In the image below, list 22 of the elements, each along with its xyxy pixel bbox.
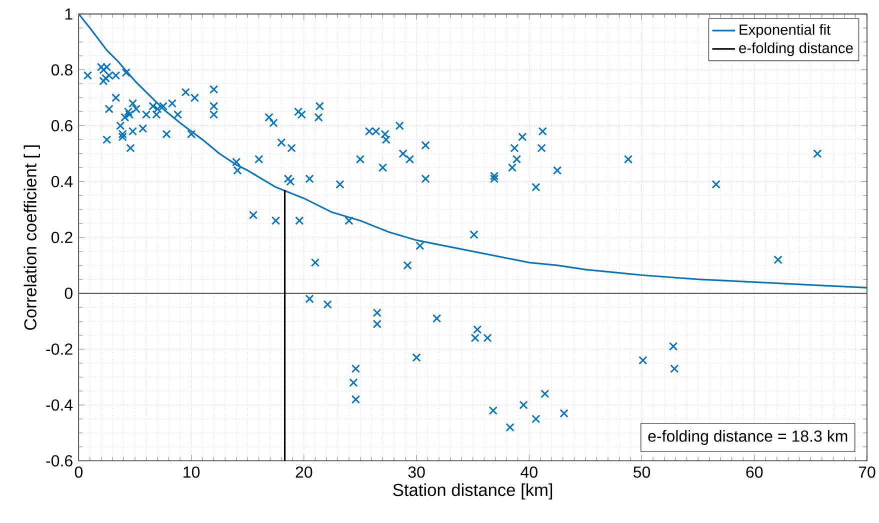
x-tick-label: 50 [634,466,650,478]
x-tick-label: 60 [746,466,763,478]
annotation: e-folding distance = 18.3 km [648,430,848,446]
y-tick-label: -0.2 [46,344,72,355]
y-tick-label: -0.4 [46,399,73,411]
x-axis-title: Station distance [km] [393,483,552,500]
x-tick-label: 0 [74,466,83,478]
y-tick-label: 0.8 [51,64,72,76]
x-tick-label: 30 [408,466,425,478]
legend-label: e-folding distance [739,42,853,56]
y-axis-title: Correlation coefficient [ ] [24,145,40,330]
x-tick-label: 20 [296,466,312,478]
y-tick-label: 0.6 [51,120,72,132]
legend-label: Exponential fit [740,24,831,38]
x-tick-label: 40 [520,466,538,478]
y-tick-label: 0 [64,288,72,299]
y-tick-label: -0.6 [46,455,72,467]
y-tick-label: 0.2 [51,232,72,244]
x-tick-label: 10 [184,466,200,478]
x-tick-label: 70 [858,466,876,478]
y-tick-label: 0.4 [51,176,73,188]
y-tick-label: 1 [65,8,72,20]
